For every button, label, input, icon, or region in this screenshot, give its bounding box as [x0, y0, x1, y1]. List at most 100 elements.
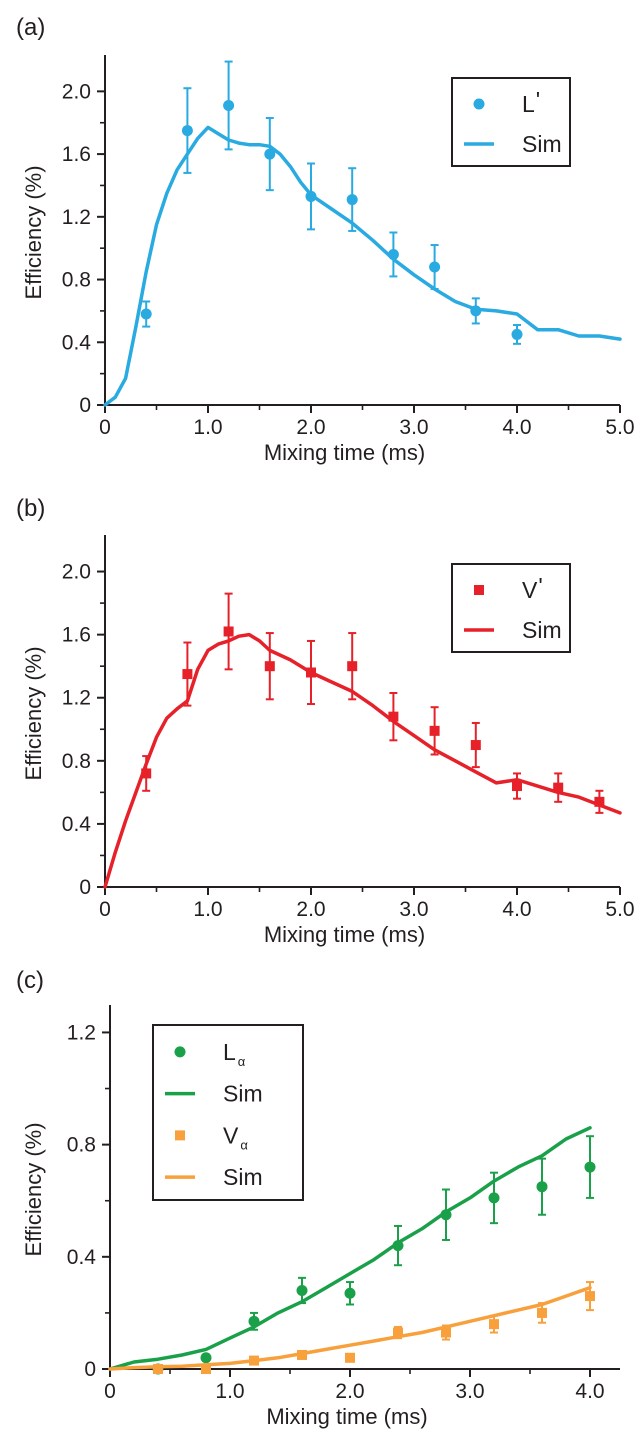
x-tick-label: 2.0: [296, 898, 325, 921]
y-tick-label: 1.6: [62, 143, 91, 166]
y-tick-label: 0: [79, 876, 91, 899]
legend-label: Sim: [223, 1164, 263, 1190]
legend-label: V': [522, 573, 543, 603]
series-1: [140, 60, 523, 345]
y-tick-label: 0.4: [62, 331, 92, 354]
legend-label: Sim: [522, 617, 562, 643]
data-point: [512, 781, 522, 792]
x-tick-label: 4.0: [502, 898, 531, 921]
legend: L' Sim: [451, 77, 571, 167]
sim-curve: [108, 1285, 592, 1371]
data-point: [223, 99, 235, 111]
y-axis-title: Efficiency (%): [21, 165, 46, 299]
y-tick-label: 1.2: [62, 687, 91, 710]
data-point: [181, 125, 193, 137]
x-tick-label: 1.0: [193, 416, 222, 439]
data-point: [470, 740, 481, 751]
legend-marker-swatch: [473, 98, 485, 110]
legend-label: Sim: [223, 1081, 263, 1107]
chart-panel-2: (b) 0 0.4 0.8 1.2 1.6 2.0 0 1.0 2.0 3.0 4.0 5.0 Mixin…: [16, 495, 635, 947]
data-point: [441, 1327, 451, 1338]
legend-label-main: L: [223, 1039, 236, 1065]
data-point: [344, 1287, 356, 1299]
legend-marker-swatch: [175, 1130, 185, 1141]
legend-label-main: V: [522, 577, 538, 603]
x-tick-label: 5.0: [605, 416, 634, 439]
data-point: [182, 669, 193, 680]
x-tick-label: 2.0: [296, 416, 325, 439]
data-point: [153, 1364, 163, 1374]
legend-label-sub: α: [240, 1137, 248, 1152]
data-point: [489, 1319, 499, 1330]
data-point: [429, 725, 440, 736]
data-point: [537, 1307, 547, 1318]
data-point: [584, 1161, 596, 1173]
x-tick-label: 4.0: [502, 416, 531, 439]
data-point: [488, 1192, 500, 1204]
series-1: [152, 1135, 596, 1375]
y-tick-label: 0.4: [62, 813, 92, 836]
panel-label: (c): [16, 967, 44, 994]
legend-marker-swatch: [474, 585, 484, 595]
series-4: [108, 1285, 592, 1371]
data-point: [511, 328, 523, 340]
y-tick-label: 0.8: [62, 269, 91, 292]
data-point: [388, 711, 399, 722]
panel-label: (b): [16, 495, 45, 522]
legend-label-main: V: [223, 1122, 239, 1148]
x-axis-title: Mixing time (ms): [264, 922, 425, 947]
data-point: [536, 1181, 548, 1193]
data-point: [200, 1352, 212, 1364]
chart-panel-1: (a) 0 0.4 0.8 1.2 1.6 2.0 0 1.0 2.0 3.0 4.0 5.0 Mixin…: [16, 14, 635, 465]
x-axis-title: Mixing time (ms): [266, 1404, 427, 1429]
data-point: [393, 1327, 403, 1338]
legend-label-sub: α: [238, 1054, 246, 1069]
legend-label: Sim: [522, 131, 562, 157]
y-axis-title: Efficiency (%): [21, 1122, 46, 1256]
series-3: [153, 1281, 595, 1374]
legend-marker-swatch: [174, 1046, 186, 1058]
y-tick-label: 1.2: [62, 206, 91, 229]
series-2: [103, 632, 622, 889]
y-tick-label: 2.0: [62, 80, 91, 103]
legend-box: [451, 77, 571, 167]
x-tick-label: 0: [99, 898, 111, 921]
x-tick-label: 5.0: [605, 898, 634, 921]
chart-panel-3: (c) 0 0.4 0.8 1.2 0 1.0 2.0 3.0 4.0 Mixing time (m…: [16, 967, 620, 1429]
legend-label-sub: ': [536, 87, 540, 113]
data-point: [345, 1352, 355, 1363]
legend: V' Sim: [451, 563, 571, 653]
data-point: [347, 661, 358, 672]
legend-label-sub: ': [538, 573, 542, 599]
x-tick-label: 1.0: [215, 1380, 244, 1403]
data-point: [429, 261, 441, 273]
x-tick-label: 2.0: [335, 1380, 364, 1403]
x-axis-title: Mixing time (ms): [264, 440, 425, 465]
legend-box: [451, 563, 571, 653]
series-2: [103, 125, 622, 407]
sim-curve: [103, 632, 622, 889]
data-point: [594, 796, 605, 807]
y-tick-label: 0.4: [67, 1246, 97, 1269]
data-point: [346, 194, 358, 206]
x-tick-label: 3.0: [399, 898, 428, 921]
legend-label: L': [522, 87, 540, 117]
series-2: [108, 1126, 592, 1371]
legend-label-main: L: [522, 91, 535, 117]
data-point: [264, 148, 276, 160]
series-1: [141, 592, 605, 814]
sim-curve: [108, 1126, 592, 1371]
y-tick-label: 0.8: [67, 1134, 96, 1157]
y-tick-label: 0.8: [62, 750, 91, 773]
data-point: [296, 1284, 308, 1296]
data-point: [223, 626, 234, 637]
y-tick-label: 0: [84, 1358, 96, 1381]
y-tick-label: 1.2: [67, 1021, 96, 1044]
x-tick-label: 4.0: [575, 1380, 604, 1403]
x-tick-label: 0: [104, 1380, 116, 1403]
data-point: [140, 308, 152, 320]
x-tick-label: 1.0: [193, 898, 222, 921]
